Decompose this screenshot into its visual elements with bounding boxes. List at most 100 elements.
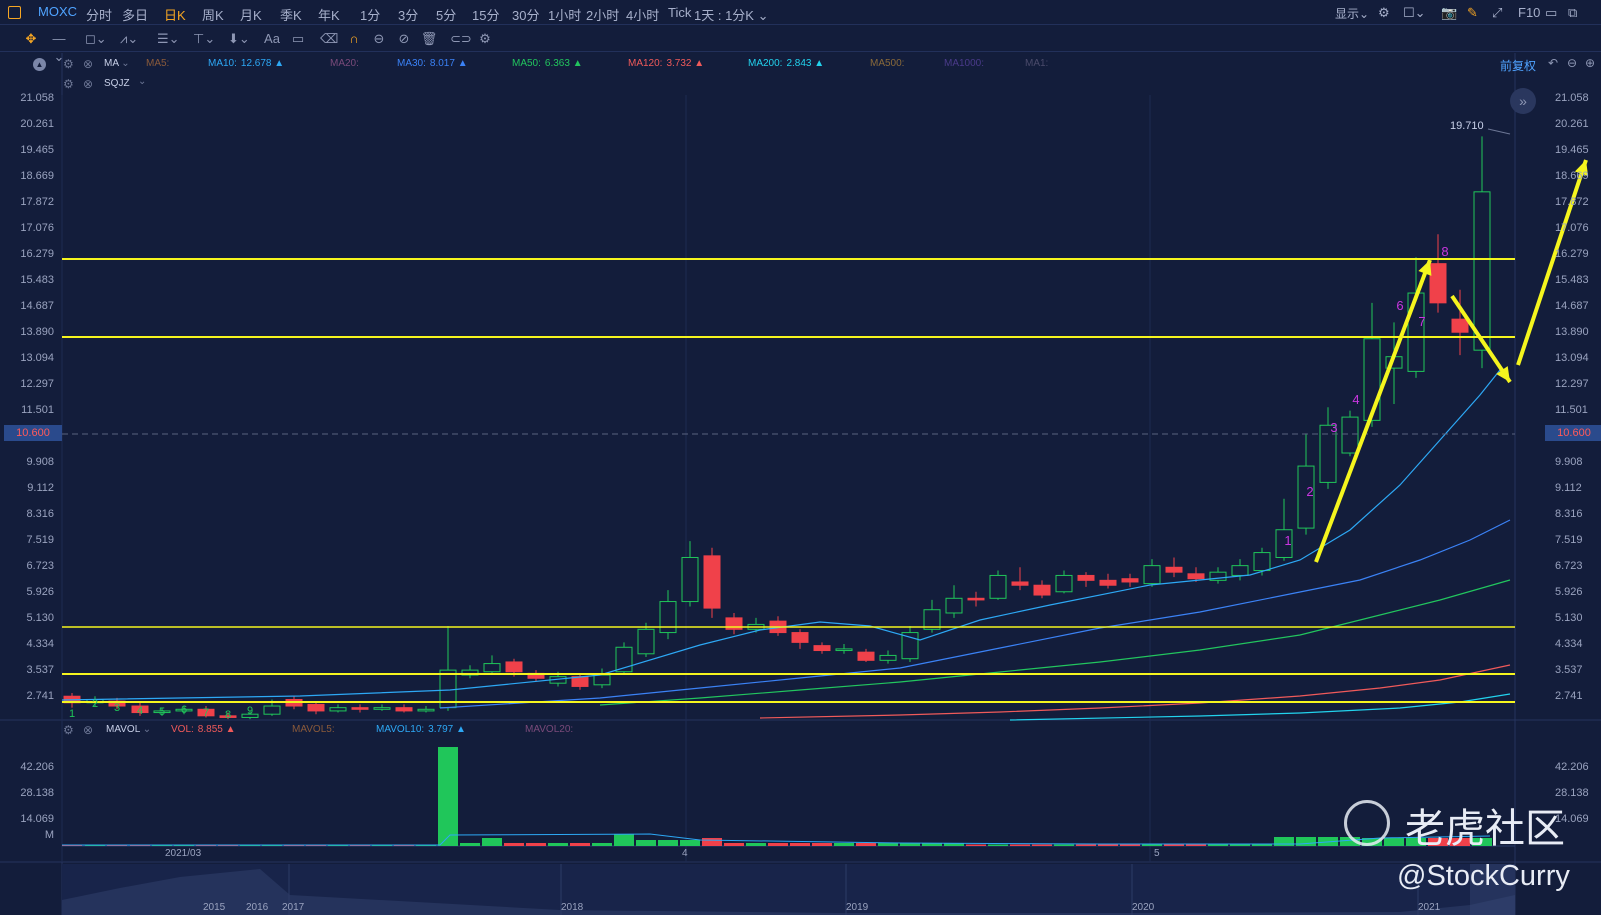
- candle: [835, 644, 853, 654]
- note-tool-icon[interactable]: ▭: [291, 31, 305, 46]
- ma-settings-icon[interactable]: ⚙: [63, 57, 74, 71]
- chevron-down-icon[interactable]: ⌄: [138, 76, 147, 87]
- volume-bar: [460, 843, 480, 846]
- tab-timeframe-8[interactable]: 3分: [398, 8, 419, 23]
- vol-settings-icon[interactable]: ⚙: [63, 723, 74, 737]
- f10-button[interactable]: F10: [1518, 5, 1541, 20]
- volume-bar: [1428, 838, 1448, 846]
- settings-icon[interactable]: ⚙: [1378, 5, 1390, 20]
- window-minimize-icon[interactable]: ▭: [1545, 5, 1558, 20]
- tab-timeframe-7[interactable]: 1分: [360, 8, 381, 23]
- symbol-label[interactable]: MOXC: [38, 4, 77, 19]
- candle: [1319, 407, 1337, 489]
- price-axis-left-label: 3.537: [26, 664, 54, 676]
- interval-selector[interactable]: 1天 : 1分K ⌄: [694, 8, 769, 23]
- price-axis-right-label: 9.908: [1555, 456, 1583, 468]
- volume-bar: [636, 840, 656, 846]
- link-icon[interactable]: ⊂⊃: [450, 31, 472, 46]
- tab-timeframe-12[interactable]: 1小时: [548, 8, 582, 23]
- tab-timeframe-15[interactable]: Tick: [668, 5, 692, 20]
- zoom-out-icon[interactable]: ⊖: [1567, 56, 1578, 70]
- trend-tool-icon[interactable]: ⩘⌄: [120, 31, 139, 46]
- td-count-label: 5: [159, 706, 165, 718]
- draw-icon[interactable]: ✎: [1467, 5, 1478, 20]
- td-count-label: 8: [1441, 244, 1448, 259]
- volume-bar: [900, 843, 920, 846]
- adjust-mode-button[interactable]: 前复权: [1500, 59, 1537, 73]
- candle: [175, 706, 193, 715]
- volume-bar: [548, 843, 568, 846]
- tab-timeframe-4[interactable]: 月K: [240, 8, 262, 23]
- window-restore-icon[interactable]: ⧉: [1568, 5, 1578, 20]
- sqjz-close-icon[interactable]: ⊗: [83, 77, 94, 91]
- watermark-handle: @StockCurry: [1397, 860, 1570, 892]
- undo-icon[interactable]: ↶: [1548, 56, 1559, 70]
- td-count-label: 1: [1284, 533, 1291, 548]
- ma-indicator-0[interactable]: MA ⌄: [104, 58, 130, 69]
- ma-close-icon[interactable]: ⊗: [83, 57, 94, 71]
- panel-toggle-icon[interactable]: [8, 6, 21, 19]
- lock-icon[interactable]: ⊖: [373, 31, 385, 46]
- overview-year-label: 2020: [1132, 902, 1155, 913]
- expand-panel-icon[interactable]: ▲: [33, 58, 46, 71]
- current-price-tag-left: 10.600: [4, 425, 62, 441]
- layout-icon[interactable]: ☐⌄: [1403, 5, 1426, 20]
- fib-tool-icon[interactable]: ☰⌄: [157, 31, 180, 46]
- candle: [813, 642, 831, 654]
- tab-timeframe-5[interactable]: 季K: [280, 8, 302, 23]
- vol-close-icon[interactable]: ⊗: [83, 723, 94, 737]
- indicator-value: 3.732 ▲: [666, 58, 705, 69]
- crosshair-icon[interactable]: ✥: [25, 31, 37, 46]
- hide-icon[interactable]: ⊘: [398, 31, 410, 46]
- scroll-right-icon[interactable]: »: [1510, 88, 1536, 114]
- candle: [593, 668, 611, 689]
- price-axis-right-label: 9.112: [1555, 482, 1582, 494]
- tab-timeframe-2[interactable]: 日K: [164, 8, 186, 23]
- volume-bar: [658, 840, 678, 846]
- display-menu[interactable]: 显示⌄: [1335, 7, 1370, 21]
- price-axis-right-label: 2.741: [1555, 690, 1583, 702]
- magnet-icon[interactable]: ∩: [349, 31, 359, 46]
- tab-timeframe-1[interactable]: 多日: [122, 8, 149, 23]
- tab-timeframe-9[interactable]: 5分: [436, 8, 457, 23]
- camera-icon[interactable]: 📷: [1441, 5, 1458, 20]
- tab-timeframe-10[interactable]: 15分: [472, 8, 500, 23]
- tab-timeframe-6[interactable]: 年K: [318, 8, 340, 23]
- sqjz-settings-icon[interactable]: ⚙: [63, 77, 74, 91]
- trend-arrow-2: [1516, 159, 1589, 366]
- volume-bar: [746, 843, 766, 846]
- candle: [1055, 570, 1073, 594]
- eraser-icon[interactable]: ⌫: [320, 31, 339, 46]
- arrow-tool-icon[interactable]: ⬇⌄: [228, 31, 250, 46]
- tab-timeframe-0[interactable]: 分时: [86, 8, 113, 23]
- candle: [1077, 572, 1095, 587]
- tab-timeframe-3[interactable]: 周K: [202, 8, 224, 23]
- ma-line-4: [1009, 693, 1511, 721]
- sqjz-label[interactable]: SQJZ: [104, 78, 130, 89]
- candle: [1187, 567, 1205, 582]
- price-axis-left-label: 9.112: [27, 482, 54, 494]
- vol-indicator-0[interactable]: MAVOL ⌄: [106, 724, 152, 735]
- volume-axis-right-label: 42.206: [1555, 761, 1589, 773]
- indicator-name: VOL:: [171, 724, 194, 735]
- top-toolbar: MOXC 分时 多日 日K 周K 月K 季K 年K 1分 3分 5分 15分 30分 1小时 2小时 4小时…: [0, 0, 1601, 25]
- sqjz-indicator-row: ⚙ ⊗ SQJZ ⌄: [0, 76, 600, 94]
- trash-icon[interactable]: 🗑: [420, 31, 438, 46]
- price-axis-left-label: 19.465: [20, 144, 54, 156]
- shape-tool-icon[interactable]: ◻⌄: [85, 31, 107, 46]
- tab-timeframe-11[interactable]: 30分: [512, 8, 540, 23]
- tab-timeframe-14[interactable]: 4小时: [626, 8, 660, 23]
- overview-window[interactable]: [1470, 864, 1515, 915]
- tool-settings-icon[interactable]: ⚙: [479, 31, 491, 46]
- price-axis-left-label: 11.501: [21, 404, 54, 416]
- fullscreen-icon[interactable]: ⤢: [1492, 5, 1503, 20]
- price-axis-left-label: 6.723: [26, 560, 54, 572]
- overview-year-label: 2016: [246, 902, 269, 913]
- text-tool-icon[interactable]: Aa: [264, 31, 280, 46]
- tab-timeframe-13[interactable]: 2小时: [586, 8, 620, 23]
- zoom-in-icon[interactable]: ⊕: [1585, 56, 1596, 70]
- line-tool-icon[interactable]: —⌄: [52, 31, 66, 64]
- measure-tool-icon[interactable]: ⊤⌄: [193, 31, 216, 46]
